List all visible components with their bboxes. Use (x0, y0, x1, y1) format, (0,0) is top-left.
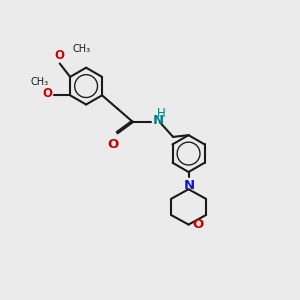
Text: O: O (42, 87, 52, 100)
Text: CH₃: CH₃ (72, 44, 90, 54)
Text: H: H (157, 107, 166, 120)
Text: O: O (108, 137, 119, 151)
Text: N: N (184, 179, 195, 192)
Text: O: O (193, 218, 204, 231)
Text: N: N (153, 114, 164, 127)
Text: O: O (55, 49, 65, 62)
Text: CH₃: CH₃ (31, 77, 49, 87)
